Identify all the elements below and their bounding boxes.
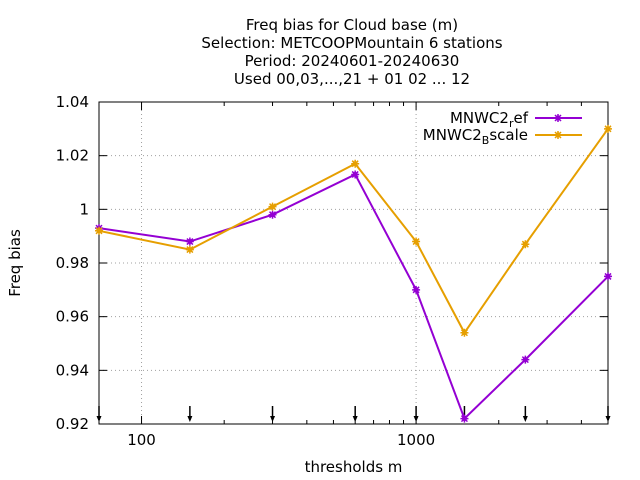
series-line [98,128,609,335]
series-point-dot [413,287,419,293]
series-point-dot [96,228,102,234]
x-tick-label: 100 [127,431,156,449]
series-point-dot [187,247,193,253]
series-point-dot [270,204,276,210]
title-line: Selection: METCOOPMountain 6 stations [201,34,502,52]
y-tick-label: 0.92 [56,415,89,433]
series-point-dot [352,171,358,177]
legend-label-rest: scale [489,126,528,144]
series-point-dot [270,212,276,218]
series-point-dot [605,126,611,132]
legend-label-rest: ef [513,109,528,127]
axes: 1.04 1.02 1 0.98 0.96 0.94 0.92 100 1000 threshol… [6,93,609,476]
title-line: Used 00,03,...,21 + 01 02 ... 12 [234,70,470,88]
chart-title: Freq bias for Cloud base (m)Selection: M… [201,16,502,88]
series-0 [95,170,612,423]
series-point-dot [522,357,528,363]
y-axis-label: Freq bias [6,229,24,297]
series-line [98,173,609,421]
plot-frame [98,101,609,425]
threshold-marker-arrow [96,416,102,422]
y-tick-label: 0.94 [56,361,89,379]
y-tick-label: 0.98 [56,254,89,272]
y-tick-label: 1 [79,200,89,218]
y-tick-label: 1.02 [56,147,89,165]
grid [99,102,608,424]
series [95,124,612,423]
threshold-marker-arrow [413,416,419,422]
series-point-dot [413,239,419,245]
legend-label-sub: r [509,117,514,130]
series-1 [95,124,612,337]
series-point-dot [461,416,467,422]
threshold-marker-arrow [270,416,276,422]
threshold-markers [96,406,611,422]
threshold-marker-arrow [605,416,611,422]
legend-label: MNWC2ref [450,109,529,130]
x-tick-label: 1000 [397,431,435,449]
series-point-dot [522,241,528,247]
threshold-marker-arrow [522,416,528,422]
series-point-dot [461,330,467,336]
legend-label-main: MNWC2 [450,109,509,127]
y-tick-label: 0.96 [56,308,89,326]
legend-label-main: MNWC2 [423,126,482,144]
series-point-dot [555,115,561,121]
threshold-marker-arrow [352,416,358,422]
threshold-marker-arrow [187,416,193,422]
x-axis-label: thresholds m [305,458,403,476]
title-line: Period: 20240601-20240630 [245,52,460,70]
legend-label: MNWC2Bscale [423,126,528,147]
series-point-dot [555,132,561,138]
series-point-dot [605,273,611,279]
series-point-dot [352,161,358,167]
title-line: Freq bias for Cloud base (m) [246,16,458,34]
series-point-dot [187,239,193,245]
y-tick-label: 1.04 [56,93,89,111]
legend-label-sub: B [482,134,490,147]
